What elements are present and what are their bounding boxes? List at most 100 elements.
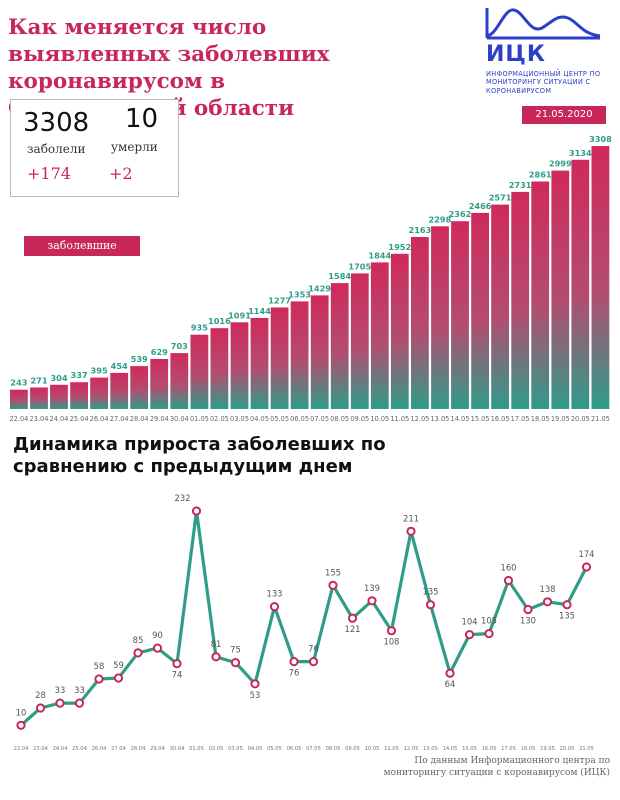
data-point	[367, 596, 377, 606]
deaths-delta: +2	[109, 164, 133, 183]
bar	[10, 389, 28, 409]
bar-value-label: 271	[30, 376, 47, 386]
bar	[511, 191, 530, 409]
bar	[110, 372, 129, 409]
bar-category-label: 16.05	[491, 415, 510, 423]
bar-value-label: 3308	[589, 134, 612, 144]
line-category-label: 10.05	[365, 746, 380, 752]
point-value-label: 53	[250, 690, 261, 700]
line-category-label: 13.05	[423, 746, 438, 752]
line-category-label: 16.05	[482, 746, 497, 752]
bar	[130, 366, 149, 409]
bar	[571, 159, 590, 409]
bar	[50, 384, 68, 409]
point-value-label: 10	[16, 707, 27, 717]
data-point	[562, 600, 572, 610]
bar-category-label: 28.04	[130, 415, 149, 423]
cases-delta: +174	[27, 164, 71, 183]
bar	[210, 328, 229, 409]
data-point	[542, 597, 553, 607]
bar	[30, 387, 48, 409]
bar-value-label: 1277	[268, 296, 291, 306]
point-value-label: 121	[345, 624, 361, 634]
logo: ИЦК ИНФОРМАЦИОННЫЙ ЦЕНТР ПО МОНИТОРИНГУ …	[484, 4, 604, 96]
point-value-label: 232	[175, 493, 191, 503]
data-point	[523, 604, 533, 615]
data-point	[503, 575, 514, 586]
bar-category-label: 05.05	[270, 415, 289, 423]
point-value-label: 90	[152, 630, 163, 640]
point-value-label: 133	[267, 589, 283, 599]
bar	[290, 301, 309, 409]
bar-category-label: 13.05	[430, 415, 449, 423]
bar-value-label: 243	[10, 378, 27, 388]
bar-value-label: 337	[71, 370, 88, 380]
point-value-label: 135	[559, 611, 575, 621]
data-point	[74, 698, 85, 708]
data-point	[35, 703, 46, 713]
line-category-label: 07.05	[306, 746, 321, 752]
bar-value-label: 1705	[348, 261, 371, 271]
point-value-label: 85	[133, 635, 144, 645]
line-category-label: 30.04	[170, 746, 186, 752]
bar-category-label: 20.05	[571, 415, 590, 423]
line-category-label: 04.05	[248, 746, 263, 752]
bar-category-label: 08.05	[330, 415, 349, 423]
line-category-label: 27.04	[111, 746, 127, 752]
cases-bar-chart: 243 22.04 271 23.04 304 24.04 337 25.04 395 26.04…	[9, 134, 612, 423]
data-point	[308, 657, 319, 667]
bar	[250, 318, 269, 409]
point-value-label: 138	[540, 584, 556, 594]
bar-value-label: 3134	[569, 148, 592, 158]
bar	[451, 221, 469, 409]
point-value-label: 59	[113, 660, 124, 670]
bar	[330, 283, 349, 409]
line-category-label: 28.04	[131, 746, 147, 752]
bar-value-label: 935	[191, 323, 208, 333]
date-badge: 21.05.2020	[522, 106, 606, 124]
bar-category-label: 22.04	[9, 415, 28, 423]
bar-category-label: 14.05	[451, 415, 470, 423]
line-category-label: 05.05	[267, 746, 282, 752]
line-category-label: 02.05	[209, 746, 224, 752]
bar	[170, 353, 189, 409]
line-category-label: 21.05	[579, 746, 594, 752]
cases-legend-badge: заболевшие	[24, 236, 140, 256]
bar	[370, 262, 389, 409]
bar-category-label: 18.05	[531, 415, 550, 423]
data-point	[211, 652, 221, 662]
line-category-label: 12.05	[404, 746, 419, 752]
point-value-label: 33	[74, 685, 85, 695]
bar	[471, 212, 489, 409]
data-point	[347, 613, 358, 623]
data-point	[269, 602, 280, 612]
bar-category-label: 25.04	[70, 415, 89, 423]
bar-value-label: 629	[151, 347, 168, 357]
bar-value-label: 2163	[409, 225, 432, 235]
line-category-label: 19.05	[540, 746, 555, 752]
stats-panel: 3308 10 заболели умерли +174 +2	[10, 99, 179, 197]
data-point	[425, 600, 436, 610]
bar-value-label: 1584	[328, 271, 351, 281]
data-point	[172, 659, 182, 669]
point-value-label: 105	[481, 616, 497, 626]
line-category-label: 25.04	[72, 746, 88, 752]
point-value-label: 104	[462, 617, 478, 627]
bar-value-label: 2731	[509, 180, 532, 190]
data-point	[464, 630, 475, 640]
data-point	[16, 720, 26, 730]
bar-category-label: 04.05	[250, 415, 269, 423]
bar-value-label: 2362	[449, 209, 472, 219]
point-value-label: 64	[445, 679, 456, 689]
bar-category-label: 30.04	[170, 415, 189, 423]
bar	[230, 322, 249, 409]
deaths-label: умерли	[111, 140, 158, 154]
line-category-label: 14.05	[443, 746, 458, 752]
bar-category-label: 12.05	[410, 415, 429, 423]
series-line	[19, 509, 588, 727]
data-point	[386, 626, 397, 636]
point-value-label: 76	[289, 668, 300, 678]
line-category-label: 26.04	[92, 746, 108, 752]
line-category-label: 17.05	[501, 746, 516, 752]
